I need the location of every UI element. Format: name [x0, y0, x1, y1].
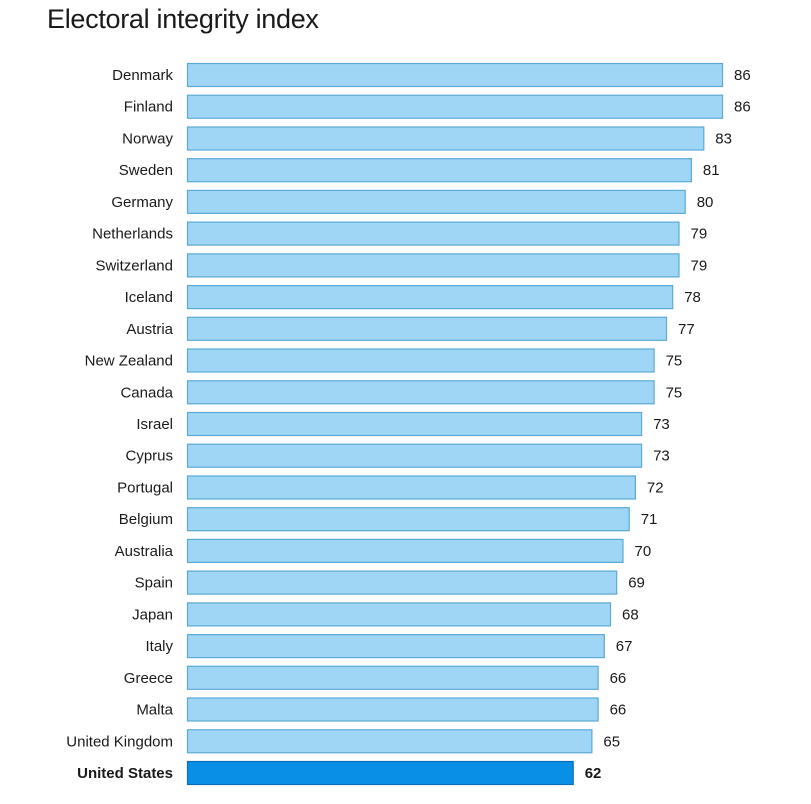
bar-finland: [186, 94, 724, 119]
bar-new-zealand: [186, 348, 655, 373]
bar-cyprus: [186, 443, 643, 468]
value-label-belgium: 71: [641, 511, 658, 528]
value-label-germany: 80: [697, 194, 714, 211]
bar-spain: [186, 570, 618, 595]
value-label-malta: 66: [610, 702, 627, 719]
value-label-new-zealand: 75: [666, 353, 683, 370]
value-label-australia: 70: [635, 543, 652, 560]
value-label-italy: 67: [616, 638, 633, 655]
category-label-austria: Austria: [126, 321, 173, 338]
category-label-united-states: United States: [77, 765, 173, 782]
category-label-germany: Germany: [111, 194, 173, 211]
category-label-norway: Norway: [122, 131, 173, 148]
bar-australia: [186, 538, 624, 564]
category-label-japan: Japan: [132, 606, 173, 623]
value-label-switzerland: 79: [691, 257, 708, 274]
category-label-switzerland: Switzerland: [95, 257, 173, 274]
category-label-spain: Spain: [135, 575, 173, 592]
bar-united-states: [186, 760, 574, 786]
category-label-denmark: Denmark: [112, 67, 173, 84]
bar-netherlands: [186, 221, 680, 246]
category-label-malta: Malta: [136, 702, 173, 719]
bar-iceland: [186, 285, 674, 310]
bar-norway: [186, 126, 705, 151]
category-label-italy: Italy: [145, 638, 173, 655]
bar-belgium: [186, 507, 630, 532]
bar-united-kingdom: [186, 729, 593, 754]
bar-germany: [186, 189, 686, 214]
bar-japan: [186, 602, 612, 627]
category-label-new-zealand: New Zealand: [85, 353, 173, 370]
value-label-japan: 68: [622, 606, 639, 623]
bar-austria: [186, 316, 668, 341]
category-label-finland: Finland: [124, 99, 173, 116]
category-label-israel: Israel: [136, 416, 173, 433]
bar-italy: [186, 633, 605, 659]
value-label-sweden: 81: [703, 162, 720, 179]
bar-denmark: [186, 62, 724, 88]
value-label-united-states: 62: [585, 765, 602, 782]
value-label-iceland: 78: [684, 289, 701, 306]
value-label-canada: 75: [666, 384, 683, 401]
value-label-austria: 77: [678, 321, 695, 338]
value-label-united-kingdom: 65: [603, 733, 620, 750]
category-label-portugal: Portugal: [117, 480, 173, 497]
bar-canada: [186, 380, 655, 405]
category-label-cyprus: Cyprus: [125, 448, 173, 465]
value-label-spain: 69: [628, 575, 645, 592]
bar-portugal: [186, 475, 636, 500]
value-label-israel: 73: [653, 416, 670, 433]
bar-switzerland: [186, 253, 680, 278]
category-label-australia: Australia: [115, 543, 174, 560]
value-label-netherlands: 79: [691, 226, 708, 243]
bar-greece: [186, 665, 599, 690]
category-label-netherlands: Netherlands: [92, 226, 173, 243]
category-label-united-kingdom: United Kingdom: [66, 733, 173, 750]
category-label-iceland: Iceland: [125, 289, 173, 306]
bar-malta: [186, 697, 599, 722]
value-label-cyprus: 73: [653, 448, 670, 465]
value-label-portugal: 72: [647, 480, 664, 497]
value-label-denmark: 86: [734, 67, 751, 84]
category-label-sweden: Sweden: [119, 162, 173, 179]
value-label-finland: 86: [734, 99, 751, 116]
value-label-greece: 66: [610, 670, 627, 687]
category-label-greece: Greece: [124, 670, 173, 687]
chart-title: Electoral integrity index: [47, 4, 319, 34]
value-label-norway: 83: [715, 131, 732, 148]
category-label-belgium: Belgium: [119, 511, 173, 528]
bar-israel: [186, 411, 643, 437]
bar-sweden: [186, 158, 692, 183]
category-label-canada: Canada: [120, 384, 173, 401]
